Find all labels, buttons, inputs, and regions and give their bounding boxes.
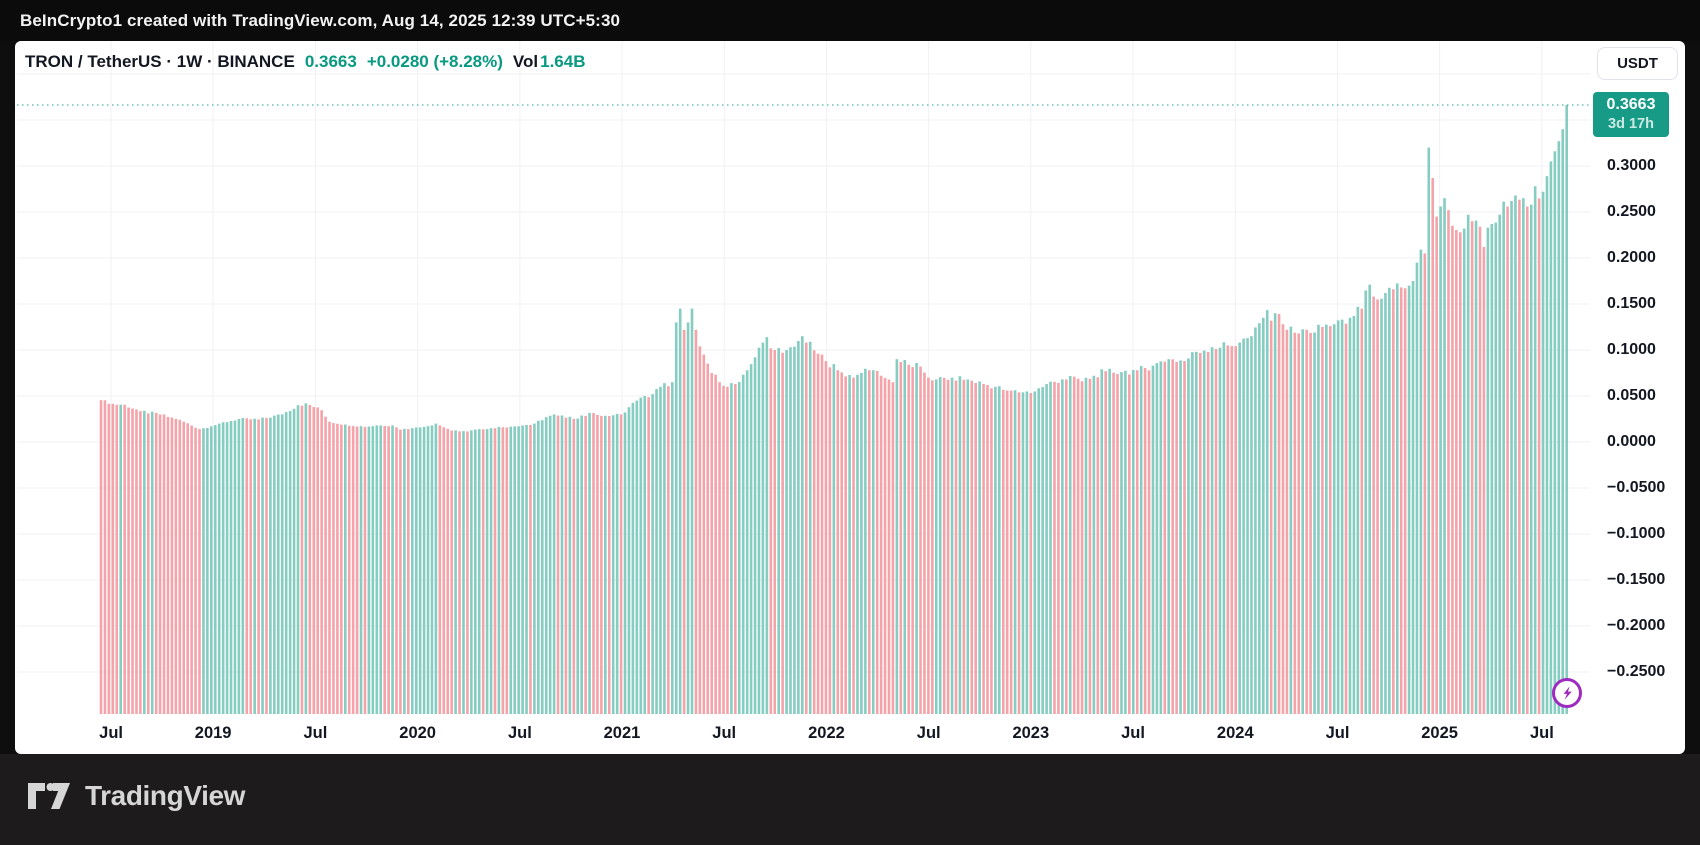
price-axis-label: 0.1500 xyxy=(1607,295,1656,312)
time-scale-axis[interactable]: Jul 2019 Jul 2020 Jul 2021 Jul 2022 Jul 2023 Jul 20… xyxy=(15,714,1685,754)
brand-text: TradingView xyxy=(85,780,246,811)
last-price-badge: 0.3663 3d 17h xyxy=(1593,92,1669,137)
footer-bar: TradingView xyxy=(0,754,1700,845)
price-axis-label: 0.0000 xyxy=(1607,433,1656,450)
price-axis-label: 0.2000 xyxy=(1607,249,1656,266)
attribution-bar: BeInCrypto1 created with TradingView.com… xyxy=(0,0,1700,41)
attribution-text: BeInCrypto1 created with TradingView.com… xyxy=(20,11,621,30)
tradingview-brand[interactable]: TradingView xyxy=(27,780,245,812)
price-axis-label: −0.2000 xyxy=(1607,617,1666,634)
time-axis-label: 2025 xyxy=(1421,724,1458,742)
time-axis-label: 2023 xyxy=(1012,724,1050,742)
price-axis-label: 0.1000 xyxy=(1607,341,1656,358)
time-axis-label: Jul xyxy=(507,724,532,742)
volume-wrap: Vol 1.64B xyxy=(513,52,586,72)
time-axis-label: Jul xyxy=(1121,724,1145,742)
last-price-text: 0.3663 xyxy=(304,52,357,71)
time-axis-label: Jul xyxy=(1529,724,1554,742)
time-axis-label: Jul xyxy=(916,724,941,742)
price-axis-label: 0.0500 xyxy=(1607,387,1656,404)
badge-countdown: 3d 17h xyxy=(1608,116,1654,133)
price-axis-label: −0.0500 xyxy=(1607,479,1666,496)
price-columns xyxy=(99,105,1568,714)
flash-snapshot-button[interactable] xyxy=(1552,678,1582,708)
currency-toggle-button[interactable]: USDT xyxy=(1597,47,1678,80)
tradingview-logo-icon xyxy=(28,783,70,809)
volume-value: 1.64B xyxy=(540,52,586,71)
time-axis-label: Jul xyxy=(712,724,737,742)
time-axis-label: Jul xyxy=(1325,724,1350,742)
time-axis-label: 2020 xyxy=(399,724,436,742)
volume-label: Vol xyxy=(512,52,539,71)
chart-panel[interactable]: TRON / TetherUS · 1W · BINANCE 0.3663 +0… xyxy=(15,41,1685,754)
symbol-title: TRON / TetherUS · 1W · BINANCE xyxy=(25,52,295,71)
price-change-text: +0.0280 (+8.28%) xyxy=(366,52,503,71)
price-axis-label: −0.1500 xyxy=(1607,571,1666,588)
time-axis-label: 2022 xyxy=(808,724,845,742)
symbol-legend[interactable]: TRON / TetherUS · 1W · BINANCE 0.3663 +0… xyxy=(25,50,585,74)
price-axis-label: 0.2500 xyxy=(1607,203,1656,220)
time-axis-label: 2021 xyxy=(603,724,641,742)
price-columns-chart[interactable] xyxy=(15,41,1685,714)
price-axis-label: −0.2500 xyxy=(1607,663,1666,680)
time-axis-label: 2019 xyxy=(194,724,232,742)
price-axis-label: 0.3000 xyxy=(1607,157,1656,174)
time-axis-label: 2024 xyxy=(1216,724,1254,742)
time-axis-label: Jul xyxy=(99,724,123,742)
badge-price: 0.3663 xyxy=(1606,96,1656,114)
lightning-icon xyxy=(1563,686,1572,700)
time-axis-label: Jul xyxy=(303,724,328,742)
price-scale-axis[interactable]: 0.3000 0.2500 0.2000 0.1500 0.1000 0.0500 0.00… xyxy=(1590,41,1685,714)
price-axis-label: −0.1000 xyxy=(1607,525,1666,542)
